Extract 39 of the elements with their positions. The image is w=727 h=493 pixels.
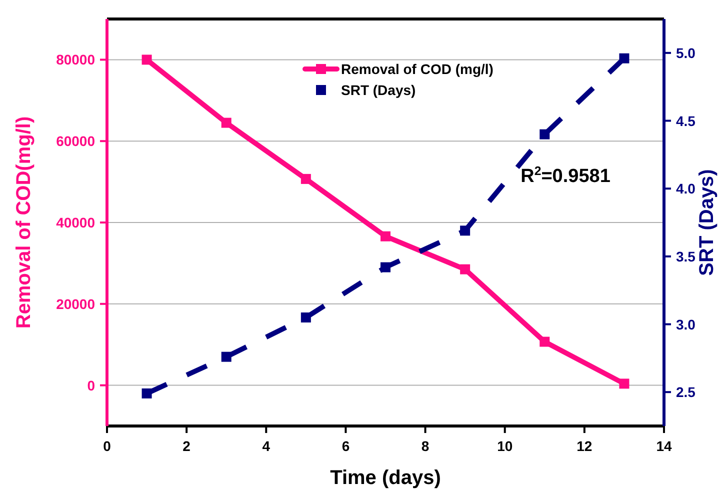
legend-label: SRT (Days) — [341, 82, 416, 98]
y2-axis-title: SRT (Days) — [696, 169, 718, 276]
annotation: R$^{2}$=0.9581 — [520, 164, 611, 187]
point — [460, 264, 470, 274]
point — [619, 53, 630, 64]
point — [540, 129, 550, 140]
y2-tick-label: 2.5 — [676, 384, 696, 400]
x-tick-label: 2 — [182, 438, 191, 454]
point — [142, 388, 152, 398]
point — [142, 54, 152, 65]
point — [380, 262, 390, 272]
y-axis-title: Removal of COD(mg/l) — [13, 116, 35, 329]
y-tick-label: 0 — [87, 377, 96, 394]
point — [221, 352, 232, 362]
point — [619, 378, 630, 389]
y2-tick-label: 5.0 — [676, 44, 696, 61]
y-tick-label: 60000 — [56, 133, 96, 150]
legend-label: Removal of COD (mg/l) — [341, 61, 494, 77]
point — [540, 336, 550, 347]
x-tick-label: 6 — [342, 438, 350, 454]
y-tick-label: 80000 — [56, 52, 96, 68]
y-tick-label: 20000 — [56, 296, 96, 312]
point — [221, 118, 232, 128]
y2-tick-label: 4.0 — [676, 180, 696, 197]
x-tick-label: 10 — [497, 438, 513, 454]
y2-tick-label: 3.0 — [676, 316, 696, 332]
point — [380, 231, 390, 242]
point — [300, 312, 311, 322]
x-tick-label: 4 — [262, 438, 270, 454]
x-tick-label: 8 — [421, 438, 430, 454]
y-tick-label: 40000 — [56, 214, 96, 230]
y2-tick-label: 4.5 — [676, 112, 696, 129]
y2-tick-label: 3.5 — [676, 248, 696, 264]
x-tick-label: 0 — [103, 438, 112, 454]
x-axis-title: Time (days) — [330, 467, 441, 489]
x-tick-label: 12 — [576, 438, 592, 454]
point — [300, 174, 311, 184]
point — [460, 226, 470, 236]
x-tick-label: 14 — [656, 438, 672, 454]
